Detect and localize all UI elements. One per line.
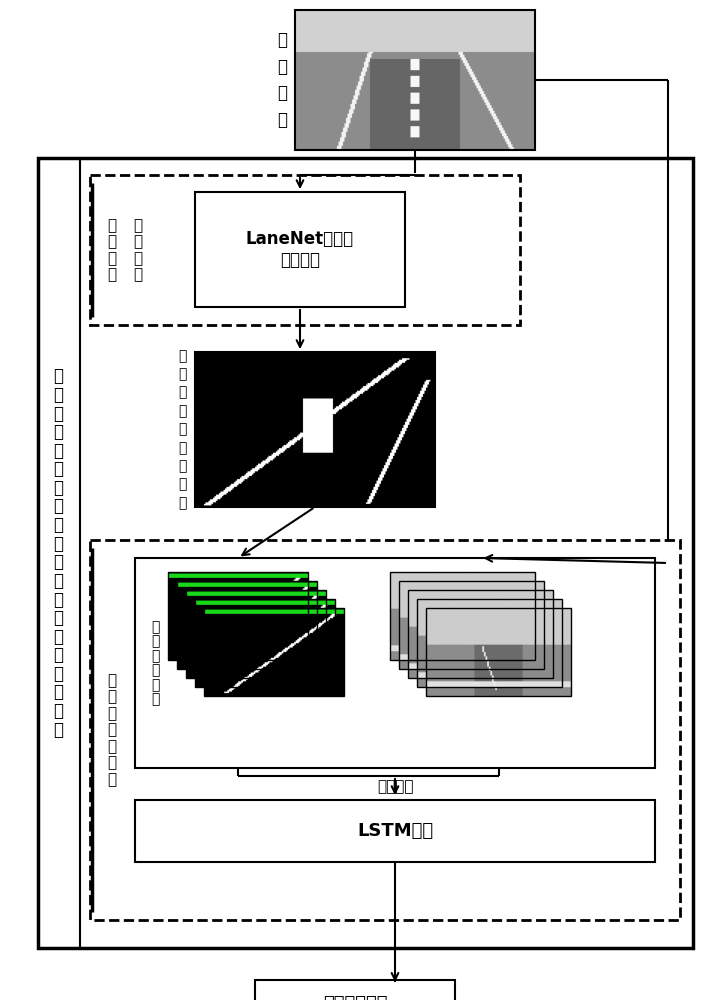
Text: 输: 输	[151, 649, 160, 663]
Text: 造: 造	[151, 692, 160, 706]
Text: 方: 方	[53, 702, 63, 720]
Text: 时: 时	[151, 620, 160, 634]
Text: 决策转角输出: 决策转角输出	[323, 995, 387, 1000]
Bar	[168, 572, 308, 660]
Text: 决: 决	[108, 722, 116, 738]
Text: 端: 端	[53, 572, 63, 590]
Text: 识: 识	[53, 497, 63, 516]
Text: 模: 模	[108, 756, 116, 770]
Text: 到: 到	[108, 690, 116, 704]
Bar	[417, 599, 562, 687]
Bar	[38, 158, 693, 948]
Text: 识: 识	[133, 267, 143, 282]
Text: 到: 到	[53, 553, 63, 571]
Bar	[295, 10, 535, 150]
Text: 驶: 驶	[53, 423, 63, 441]
Text: 取: 取	[108, 234, 116, 249]
Bar	[195, 599, 335, 687]
Bar	[195, 352, 435, 507]
Text: 块: 块	[108, 267, 116, 282]
Bar	[90, 540, 680, 920]
Text: 的: 的	[53, 516, 63, 534]
Text: 策: 策	[108, 739, 116, 754]
Bar	[186, 590, 326, 678]
Text: 块: 块	[108, 772, 116, 787]
Text: 先: 先	[53, 442, 63, 460]
Text: 策: 策	[53, 684, 63, 702]
Bar	[399, 581, 544, 669]
Text: 模: 模	[108, 251, 116, 266]
Bar	[204, 608, 344, 696]
Text: LaneNet车道线
检测网络: LaneNet车道线 检测网络	[246, 230, 354, 269]
Text: 序: 序	[151, 634, 160, 648]
Text: 验: 验	[133, 234, 143, 249]
Text: 法: 法	[53, 721, 63, 739]
Bar	[255, 980, 455, 1000]
Text: 构: 构	[151, 678, 160, 692]
Bar	[90, 175, 520, 325]
Text: 驾: 驾	[53, 628, 63, 646]
Text: 端: 端	[108, 706, 116, 721]
Text: 提: 提	[108, 218, 116, 233]
Bar	[390, 572, 535, 660]
Text: 车
道
线
先
验
知
识
图
像: 车 道 线 先 验 知 识 图 像	[179, 349, 187, 510]
Text: 验: 验	[53, 460, 63, 478]
Text: 端: 端	[108, 673, 116, 688]
Text: 原
始
图
像: 原 始 图 像	[277, 31, 287, 129]
Bar	[195, 192, 405, 307]
Text: 先: 先	[133, 218, 143, 233]
Text: 基: 基	[53, 367, 63, 385]
Text: 端: 端	[53, 535, 63, 553]
Bar	[135, 800, 655, 862]
Text: 知: 知	[133, 251, 143, 266]
Text: 知: 知	[53, 479, 63, 497]
Bar	[408, 590, 553, 678]
Text: 于: 于	[53, 386, 63, 404]
Text: 动: 动	[53, 609, 63, 627]
Text: 共同输入: 共同输入	[376, 780, 413, 794]
Bar	[135, 558, 655, 768]
Bar	[426, 608, 571, 696]
Bar	[177, 581, 317, 669]
Text: 驶: 驶	[53, 646, 63, 664]
Text: 驾: 驾	[53, 404, 63, 422]
Text: 决: 决	[53, 665, 63, 683]
Text: 入: 入	[151, 663, 160, 677]
Text: LSTM网络: LSTM网络	[357, 822, 433, 840]
Text: 自: 自	[53, 590, 63, 608]
